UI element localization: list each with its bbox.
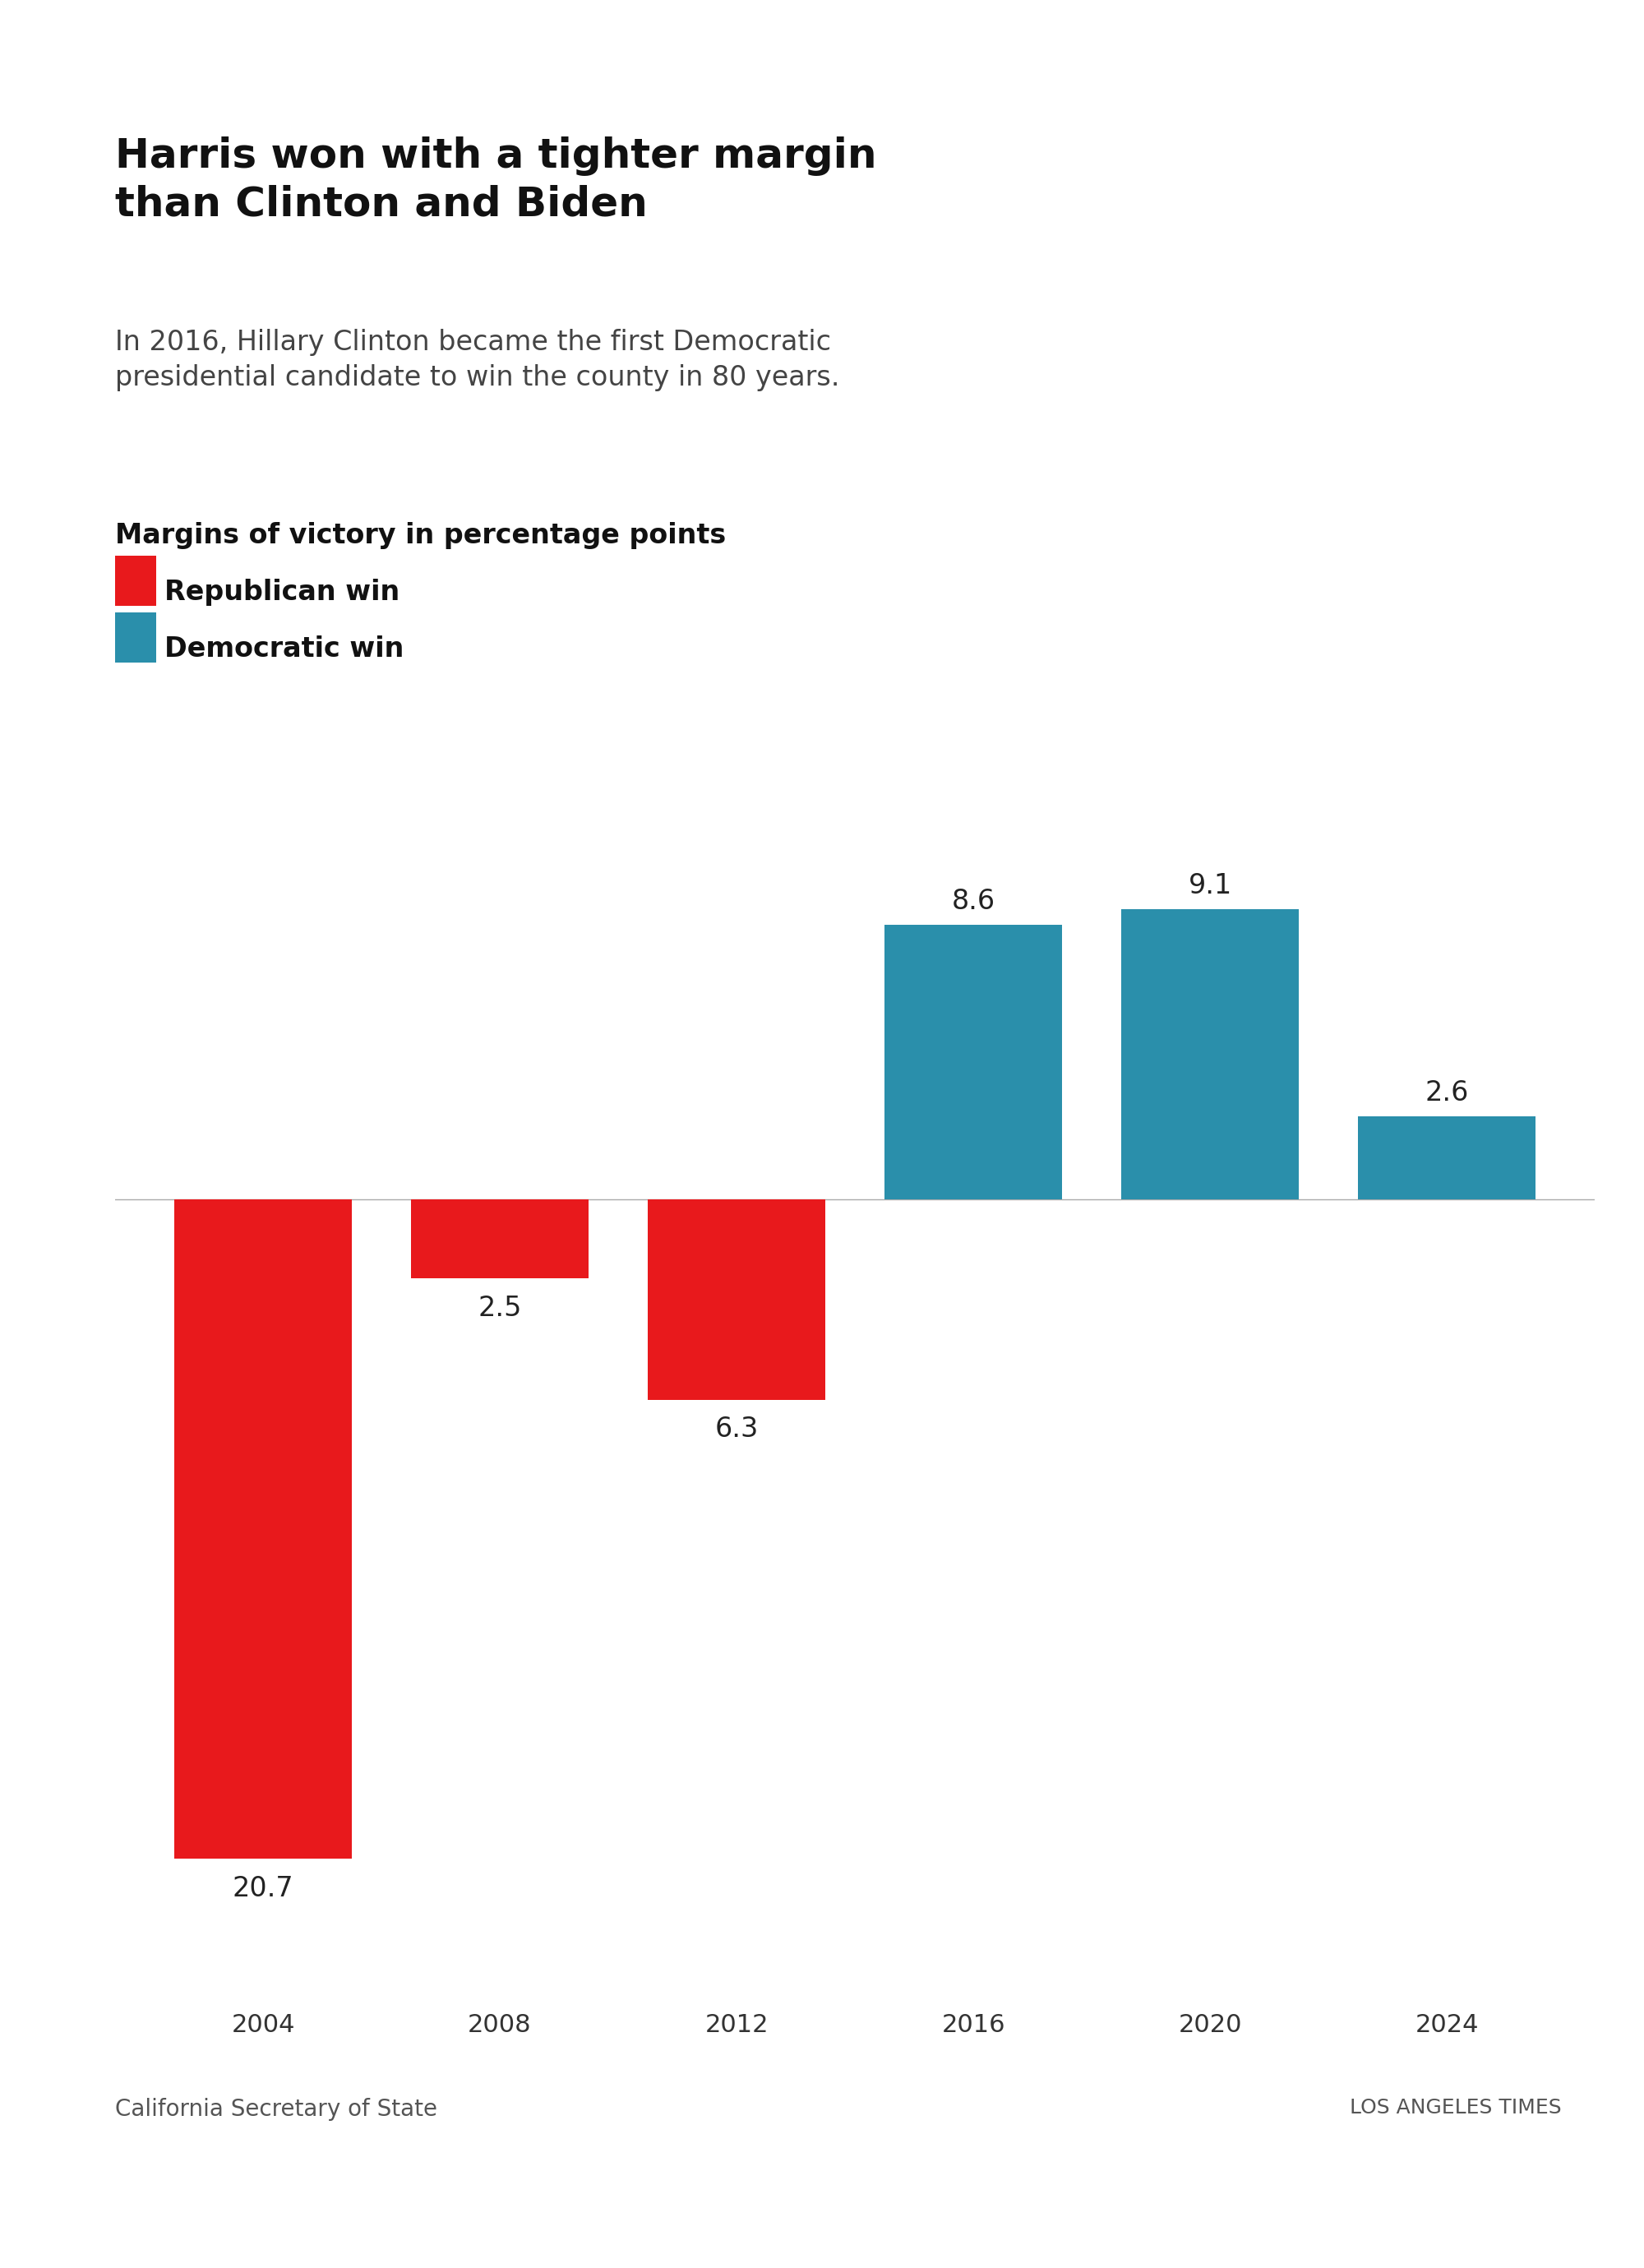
Text: 20.7: 20.7: [232, 1876, 294, 1903]
Bar: [174, 1200, 352, 1860]
Bar: [1358, 1116, 1535, 1200]
Bar: [884, 925, 1062, 1200]
Text: California Secretary of State: California Secretary of State: [115, 2098, 437, 2121]
Text: 8.6: 8.6: [952, 889, 995, 916]
Text: In 2016, Hillary Clinton became the first Democratic
presidential candidate to w: In 2016, Hillary Clinton became the firs…: [115, 329, 840, 392]
Text: LOS ANGELES TIMES: LOS ANGELES TIMES: [1350, 2098, 1562, 2118]
Text: Republican win: Republican win: [164, 578, 399, 606]
Text: 2.5: 2.5: [478, 1295, 521, 1322]
Text: Margins of victory in percentage points: Margins of victory in percentage points: [115, 522, 727, 549]
Bar: [648, 1200, 825, 1399]
Text: 6.3: 6.3: [715, 1415, 758, 1442]
Text: 2.6: 2.6: [1425, 1080, 1468, 1107]
Text: 9.1: 9.1: [1189, 873, 1231, 900]
Bar: [1121, 909, 1299, 1200]
Text: Democratic win: Democratic win: [164, 635, 404, 662]
Text: Harris won with a tighter margin
than Clinton and Biden: Harris won with a tighter margin than Cl…: [115, 136, 876, 225]
Bar: [411, 1200, 589, 1279]
